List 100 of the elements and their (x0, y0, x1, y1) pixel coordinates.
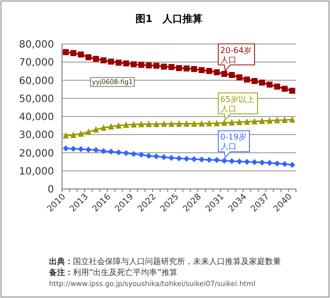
point (191, 66, 198, 72)
point (160, 154, 167, 160)
point (251, 78, 258, 84)
point (123, 121, 130, 128)
point (236, 118, 242, 126)
point (116, 122, 122, 129)
point (184, 156, 190, 162)
point (251, 118, 258, 124)
point (176, 65, 182, 72)
point (70, 131, 76, 138)
point (184, 65, 190, 72)
y-tick-label: 20,000 (19, 148, 54, 160)
point (228, 118, 235, 126)
point (274, 84, 280, 90)
point (259, 118, 266, 124)
point (116, 149, 122, 156)
y-tick-label: 10,000 (19, 166, 54, 178)
point (146, 152, 152, 159)
point (289, 88, 296, 94)
point (214, 69, 220, 76)
point (282, 116, 288, 123)
point (130, 151, 137, 158)
chart-title: 图1 人口推算 (136, 13, 202, 25)
point (228, 158, 235, 164)
point (70, 50, 76, 56)
y-tick-label: 70,000 (19, 58, 54, 69)
point (138, 62, 144, 68)
point (282, 86, 288, 92)
point (221, 70, 228, 77)
point (206, 156, 212, 163)
point (70, 146, 76, 152)
point (146, 120, 152, 128)
point (100, 124, 107, 131)
y-tick-label: 40,000 (19, 112, 54, 123)
point (251, 159, 258, 166)
point (228, 72, 235, 78)
point (289, 162, 296, 168)
point (221, 119, 228, 126)
point (138, 152, 144, 158)
point (78, 130, 84, 137)
text: 备注：利用“出生及死亡平均率”推算 (48, 267, 178, 277)
point (108, 58, 114, 65)
point (123, 150, 130, 156)
y-tick-label: 30,000 (19, 130, 54, 142)
point (146, 62, 152, 68)
point (108, 148, 114, 155)
point (123, 60, 130, 66)
point (274, 116, 280, 124)
point (78, 146, 84, 152)
point (289, 116, 296, 123)
point (85, 128, 92, 135)
point (130, 120, 137, 128)
point (266, 82, 273, 88)
point (168, 120, 174, 127)
point (244, 118, 250, 125)
point (153, 62, 160, 69)
point (160, 64, 167, 70)
point (214, 120, 220, 126)
point (168, 64, 174, 70)
point (198, 120, 205, 127)
point (184, 120, 190, 127)
point (221, 158, 228, 164)
point (130, 61, 137, 68)
point (62, 49, 69, 56)
point (176, 120, 182, 127)
point (62, 132, 69, 139)
y-tick-label: 50,000 (19, 94, 54, 105)
point (92, 56, 99, 62)
point (191, 120, 198, 127)
point (244, 76, 250, 83)
point (85, 54, 92, 60)
point (160, 120, 167, 127)
point (100, 57, 107, 64)
point (153, 153, 160, 160)
text: 出典：国立社会保障与人口问题研究所，未来人口推算及家庭数量 (49, 256, 281, 266)
point (78, 52, 84, 58)
point (92, 126, 99, 133)
point (206, 68, 212, 74)
point (259, 80, 266, 86)
point (138, 120, 144, 128)
series-label: 20-64岁人口 (220, 46, 252, 64)
point (244, 158, 250, 165)
point (214, 157, 220, 163)
point (198, 156, 205, 162)
y-tick-label: 0 (48, 184, 54, 196)
y-tick-label: 60,000 (19, 76, 54, 87)
series-label: 65岁以上人口 (220, 94, 254, 114)
point (274, 160, 280, 166)
y-tick-label: 80,000 (19, 40, 54, 50)
point (108, 122, 114, 130)
series-label: 0-19岁人口 (220, 132, 246, 152)
point (236, 74, 242, 80)
point (168, 154, 174, 161)
point (116, 60, 122, 66)
point (100, 148, 107, 154)
point (85, 146, 92, 153)
point (62, 145, 69, 152)
point (266, 117, 273, 124)
point (266, 160, 273, 166)
point (198, 67, 205, 74)
